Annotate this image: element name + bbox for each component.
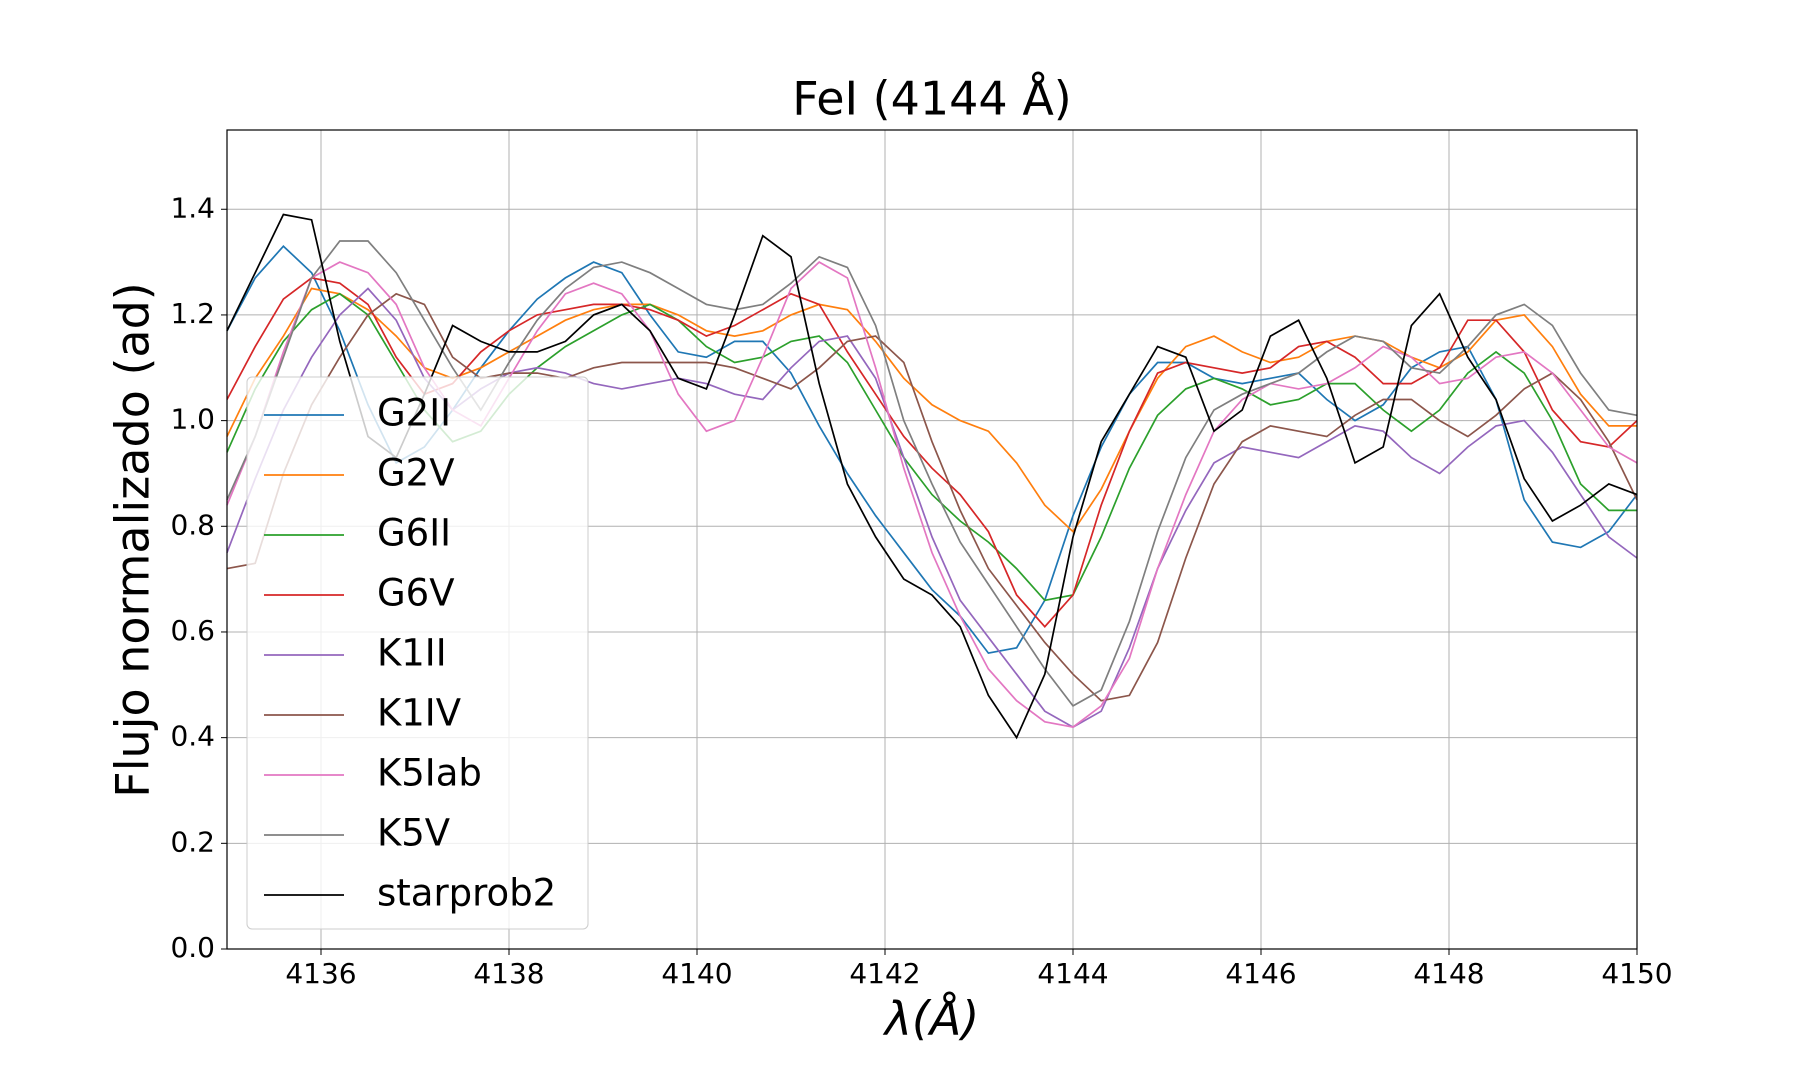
- plot-frame: [226, 129, 1638, 950]
- y-tick-label: 1.4: [170, 191, 215, 224]
- legend-label: K1IV: [377, 692, 461, 735]
- y-tick-label: 0.0: [170, 931, 215, 964]
- legend-label: K5V: [377, 812, 450, 855]
- chart-title: FeI (4144 Å): [792, 72, 1071, 126]
- legend-label: K1II: [377, 632, 447, 675]
- x-tick-label: 4144: [1037, 957, 1108, 990]
- y-tick-label: 0.2: [170, 825, 215, 858]
- legend-label: starprob2: [377, 872, 556, 915]
- legend-label: G2V: [377, 452, 455, 495]
- y-tick-label: 1.0: [170, 403, 215, 436]
- y-tick-label: 0.6: [170, 614, 215, 647]
- series-line: [226, 276, 1638, 628]
- series-line: [226, 213, 1638, 740]
- series-line: [226, 287, 1637, 533]
- y-tick-label: 0.8: [170, 508, 215, 541]
- x-tick-label: 4148: [1413, 957, 1484, 990]
- x-tick-label: 4142: [849, 957, 920, 990]
- legend-label: G2II: [377, 392, 451, 435]
- x-axis-label: λ(Å): [882, 992, 980, 1046]
- x-tick-label: 4138: [473, 957, 544, 990]
- legend-label: G6V: [377, 572, 455, 615]
- y-tick-label: 0.4: [170, 720, 215, 753]
- x-tick-label: 4150: [1601, 957, 1672, 990]
- legend-box: [246, 376, 589, 930]
- x-tick-label: 4140: [661, 957, 732, 990]
- x-tick-label: 4146: [1225, 957, 1296, 990]
- legend-label: K5Iab: [377, 752, 482, 795]
- series-line: [226, 292, 1638, 702]
- y-tick-label: 1.2: [170, 297, 215, 330]
- y-axis-label: Flujo normalizado (ad): [106, 282, 160, 797]
- x-tick-label: 4136: [285, 957, 356, 990]
- legend-label: G6II: [377, 512, 451, 555]
